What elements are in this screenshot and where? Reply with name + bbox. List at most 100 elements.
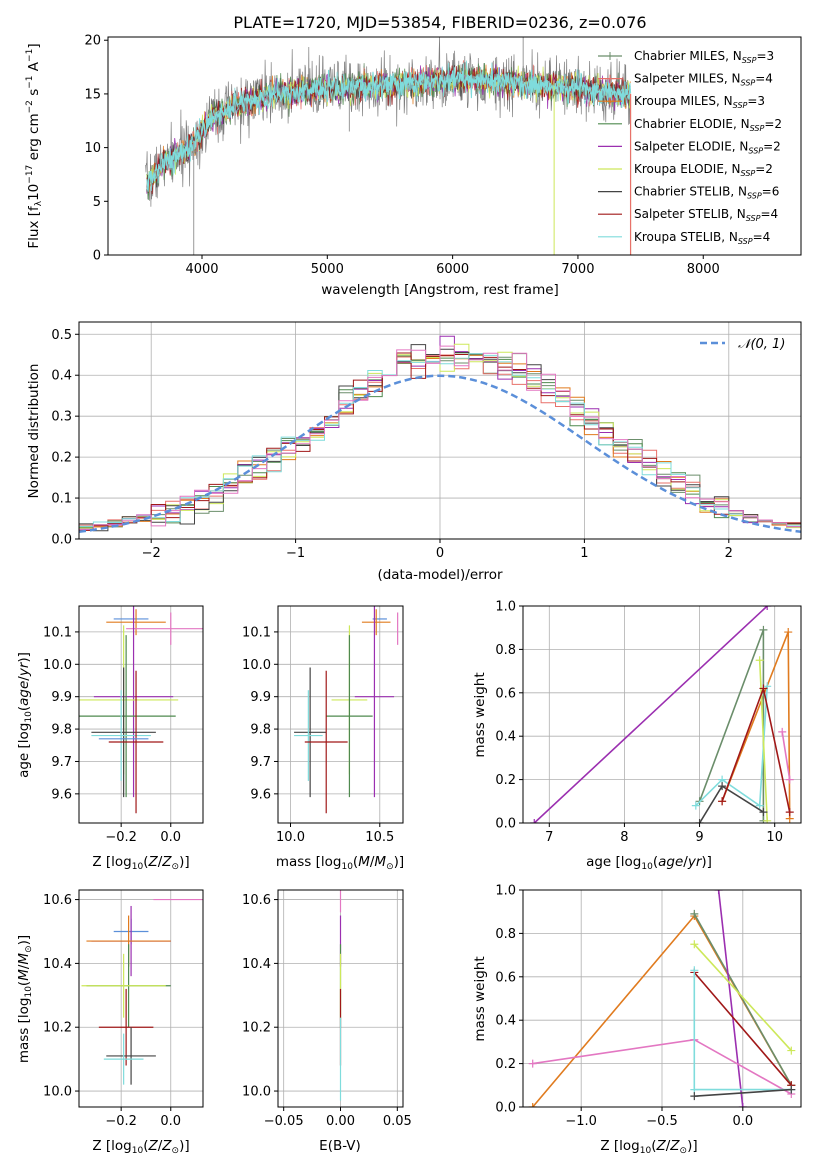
ytick-label: 1.0: [495, 884, 516, 899]
ytick-label: 10.4: [242, 957, 271, 972]
weight-marker: [759, 625, 768, 634]
weight-marker: [763, 682, 772, 691]
residual-xtick-label: −1: [286, 546, 305, 561]
age-vs-z-panel: −0.2 0.0 9.6 9.7 9.8 9.9 10.0 10.1: [43, 605, 204, 845]
residual-ytick-label: 0.1: [51, 492, 72, 507]
legend-label-rest: =3: [747, 94, 765, 108]
mass-ebv-xlabel: E(B-V): [319, 1138, 361, 1154]
weight-line: [533, 606, 768, 823]
legend-label-sub: SSP: [747, 192, 762, 201]
weight-marker: [787, 1085, 796, 1094]
ytick-label: 0.6: [495, 686, 516, 701]
ytick-label: 0.6: [495, 970, 516, 985]
weight-marker: [759, 808, 768, 817]
residual-ytick-label: 0.0: [51, 533, 72, 548]
weight-line: [695, 686, 768, 808]
weight-line: [693, 943, 792, 1052]
ytick-label: 10.2: [242, 1021, 271, 1036]
ytick-label: 10.0: [43, 658, 72, 673]
ytick-label: 10.0: [242, 1085, 271, 1100]
spectrum-title: PLATE=1720, MJD=53854, FIBERID=0236, z=0…: [233, 13, 646, 32]
spectrum-xtick-label: 8000: [687, 262, 720, 277]
legend-label: Chabrier MILES, NSSP=3: [634, 49, 774, 65]
legend-label: Salpeter MILES, NSSP=4: [634, 72, 773, 88]
ytick-label: 10.0: [242, 658, 271, 673]
legend-marker: [606, 52, 614, 60]
xtick-label: 0.0: [160, 830, 181, 845]
ytick-label: 9.6: [51, 787, 72, 802]
weight-marker: [714, 890, 723, 894]
xtick-label: −0.2: [105, 830, 137, 845]
weight-marker: [755, 801, 764, 810]
spectrum-ytick-label: 10: [84, 141, 101, 156]
xtick-label: 0.0: [160, 1114, 181, 1129]
weight-marker: [695, 819, 704, 823]
xtick-label: 10: [766, 830, 783, 845]
legend-label: Kroupa MILES, NSSP=3: [634, 94, 765, 110]
weight-line: [693, 913, 792, 1086]
ytick-label: 10.6: [43, 893, 72, 908]
ytick-label: 9.8: [250, 723, 271, 738]
legend-label: Chabrier ELODIE, NSSP=2: [634, 117, 782, 133]
spectrum-ytick-label: 15: [84, 87, 101, 102]
panel-data: [81, 898, 203, 1085]
legend-label-rest: =4: [753, 230, 771, 244]
residual-xtick-label: 0: [436, 546, 444, 561]
ytick-label: 10.6: [242, 893, 271, 908]
residual-lines: [79, 335, 801, 534]
weight-marker: [787, 1046, 796, 1055]
weight-marker: [690, 1092, 699, 1101]
residual-normal-curve: [79, 374, 801, 534]
xtick-label: 10.0: [276, 830, 305, 845]
legend-label: Kroupa ELODIE, NSSP=2: [634, 162, 773, 178]
residual-xtick-label: 1: [580, 546, 588, 561]
xtick-label: 0.05: [383, 1114, 412, 1129]
legend-label-sub: SSP: [750, 124, 765, 133]
residual-ytick-label: 0.5: [51, 328, 72, 343]
xtick-label: 10.5: [365, 830, 394, 845]
weight-marker: [763, 816, 772, 823]
legend-label-part: Kroupa MILES, N: [634, 94, 733, 108]
ytick-label: 0.0: [495, 817, 516, 832]
ytick-label: 0.2: [495, 1057, 516, 1072]
ytick-label: 10.0: [43, 1085, 72, 1100]
xtick-label: −0.5: [646, 1114, 678, 1129]
legend-label-part: Kroupa STELIB, N: [634, 230, 738, 244]
residual-ylabel: Normed distribution: [26, 364, 42, 499]
legend-label-rest: =4: [755, 72, 773, 86]
weight-marker: [528, 1059, 537, 1068]
legend-label: Chabrier STELIB, NSSP=6: [634, 185, 779, 201]
weight-marker: [718, 782, 727, 791]
ytick-label: 0.4: [495, 730, 516, 745]
legend-label-part: Kroupa ELODIE, N: [634, 162, 741, 176]
weight-marker: [690, 966, 699, 975]
spectrum-ytick-label: 0: [93, 249, 101, 264]
weight-marker: [785, 808, 794, 817]
ytick-label: 10.4: [43, 957, 72, 972]
xtick-label: 8: [620, 830, 628, 845]
weight-marker: [738, 1103, 747, 1107]
ytick-label: 9.7: [51, 755, 72, 770]
weight-marker: [718, 797, 727, 806]
age-vs-mass-panel: 10.0 10.5 9.6 9.7 9.8 9.9 10.0 10.1: [242, 605, 404, 845]
weight-marker: [763, 606, 772, 610]
legend-label-rest: =4: [760, 207, 778, 221]
residual-panel: −2 −1 0 1 2 0.0 0.1 0.2 0.3 0.4 0.5 (data-model)/e…: [26, 321, 802, 583]
spectrum-xlabel: wavelength [Angstrom, rest frame]: [321, 282, 559, 298]
ytick-label: 0.8: [495, 927, 516, 942]
age-mass-xlabel: mass [log10(M/M⊙)]: [276, 854, 404, 872]
legend-label-part: Chabrier STELIB, N: [634, 185, 747, 199]
weight-marker: [691, 801, 700, 810]
legend-marker: [606, 97, 614, 106]
weight-marker: [528, 1103, 537, 1107]
age-z-ylabel: age [log10(age/yr)]: [16, 652, 34, 778]
legend-label-part: Salpeter STELIB, N: [634, 207, 746, 221]
ytick-label: 9.8: [51, 723, 72, 738]
legend-label-part: Salpeter MILES, N: [634, 72, 741, 86]
spectrum-xtick-label: 6000: [436, 262, 469, 277]
weight-vs-z-panel: −1.0 −0.5 0.0 0.0 0.2 0.4 0.6 0.8 1.0: [495, 884, 802, 1129]
spectrum-ylabel: Flux [fλ10−17 erg cm−2 s−1 A−1]: [25, 43, 44, 248]
xtick-label: 0.00: [326, 1114, 355, 1129]
spectrum-lines: [145, 37, 632, 255]
